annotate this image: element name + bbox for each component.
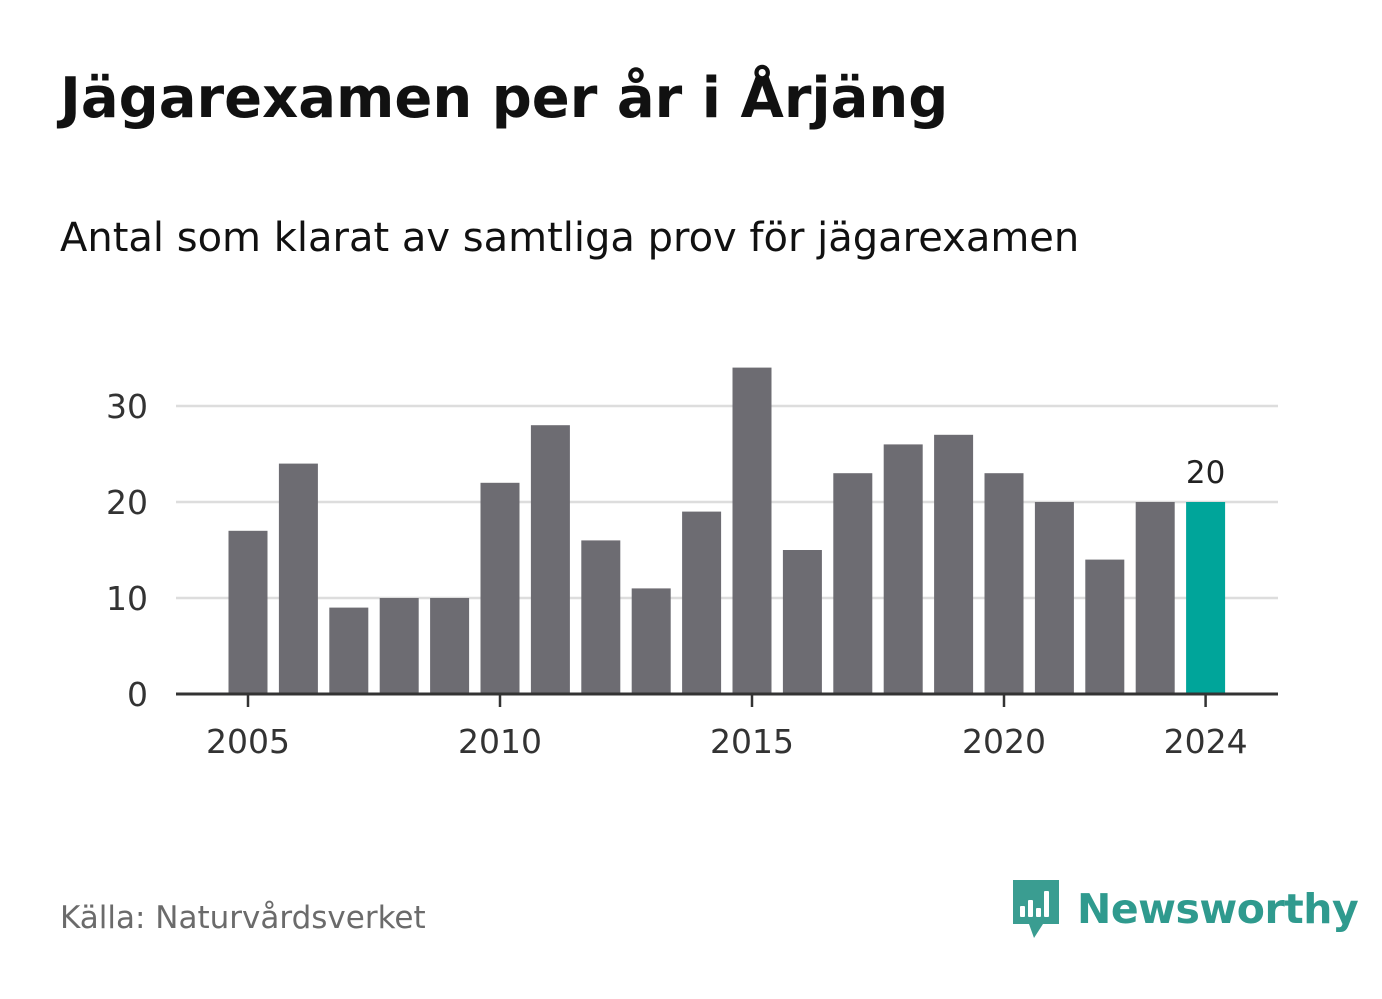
bars [228,367,1226,694]
bar-2023 [1135,502,1175,694]
x-tick-label: 2010 [458,722,542,761]
bar-2009 [430,598,470,694]
bar-2008 [379,598,419,694]
source-note: Källa: Naturvårdsverket [60,900,426,936]
bar-2013 [631,588,671,694]
y-tick-label: 20 [106,483,148,522]
x-tick-label: 2015 [710,722,794,761]
x-tick-label: 2024 [1164,722,1248,761]
y-tick-label: 0 [127,675,148,714]
newsworthy-logo-icon [1013,880,1059,938]
labels: 0 10 20 30 20 2005 2010 2015 2020 2024 [106,387,1248,761]
bar-2018 [883,444,923,694]
x-tick-label: 2020 [962,722,1046,761]
bar-2024 [1186,502,1226,694]
bar-2021 [1034,502,1074,694]
brand-logo: Newsworthy [1011,878,1359,940]
bar-2019 [934,434,974,694]
bar-chart: 0 10 20 30 20 2005 2010 2015 2020 2024 [106,367,1278,761]
bar-2006 [278,463,318,694]
bar-2005 [228,530,268,694]
bar-2010 [480,482,520,694]
bar-2015 [732,367,772,694]
bar-2011 [530,425,570,694]
data-label-2024: 20 [1186,455,1225,491]
y-tick-label: 10 [106,579,148,618]
axes [176,692,1278,707]
bar-2014 [682,511,722,694]
brand-name: Newsworthy [1077,885,1359,933]
bar-2020 [984,473,1024,694]
chart-title: Jägarexamen per år i Årjäng [60,66,949,131]
bar-2022 [1085,559,1125,694]
x-tick-label: 2005 [206,722,290,761]
bar-2012 [581,540,621,694]
bar-2016 [782,550,822,694]
bar-2017 [833,473,873,694]
chart-subtitle: Antal som klarat av samtliga prov för jä… [60,215,1080,261]
y-tick-label: 30 [106,387,148,426]
bar-2007 [329,607,369,694]
